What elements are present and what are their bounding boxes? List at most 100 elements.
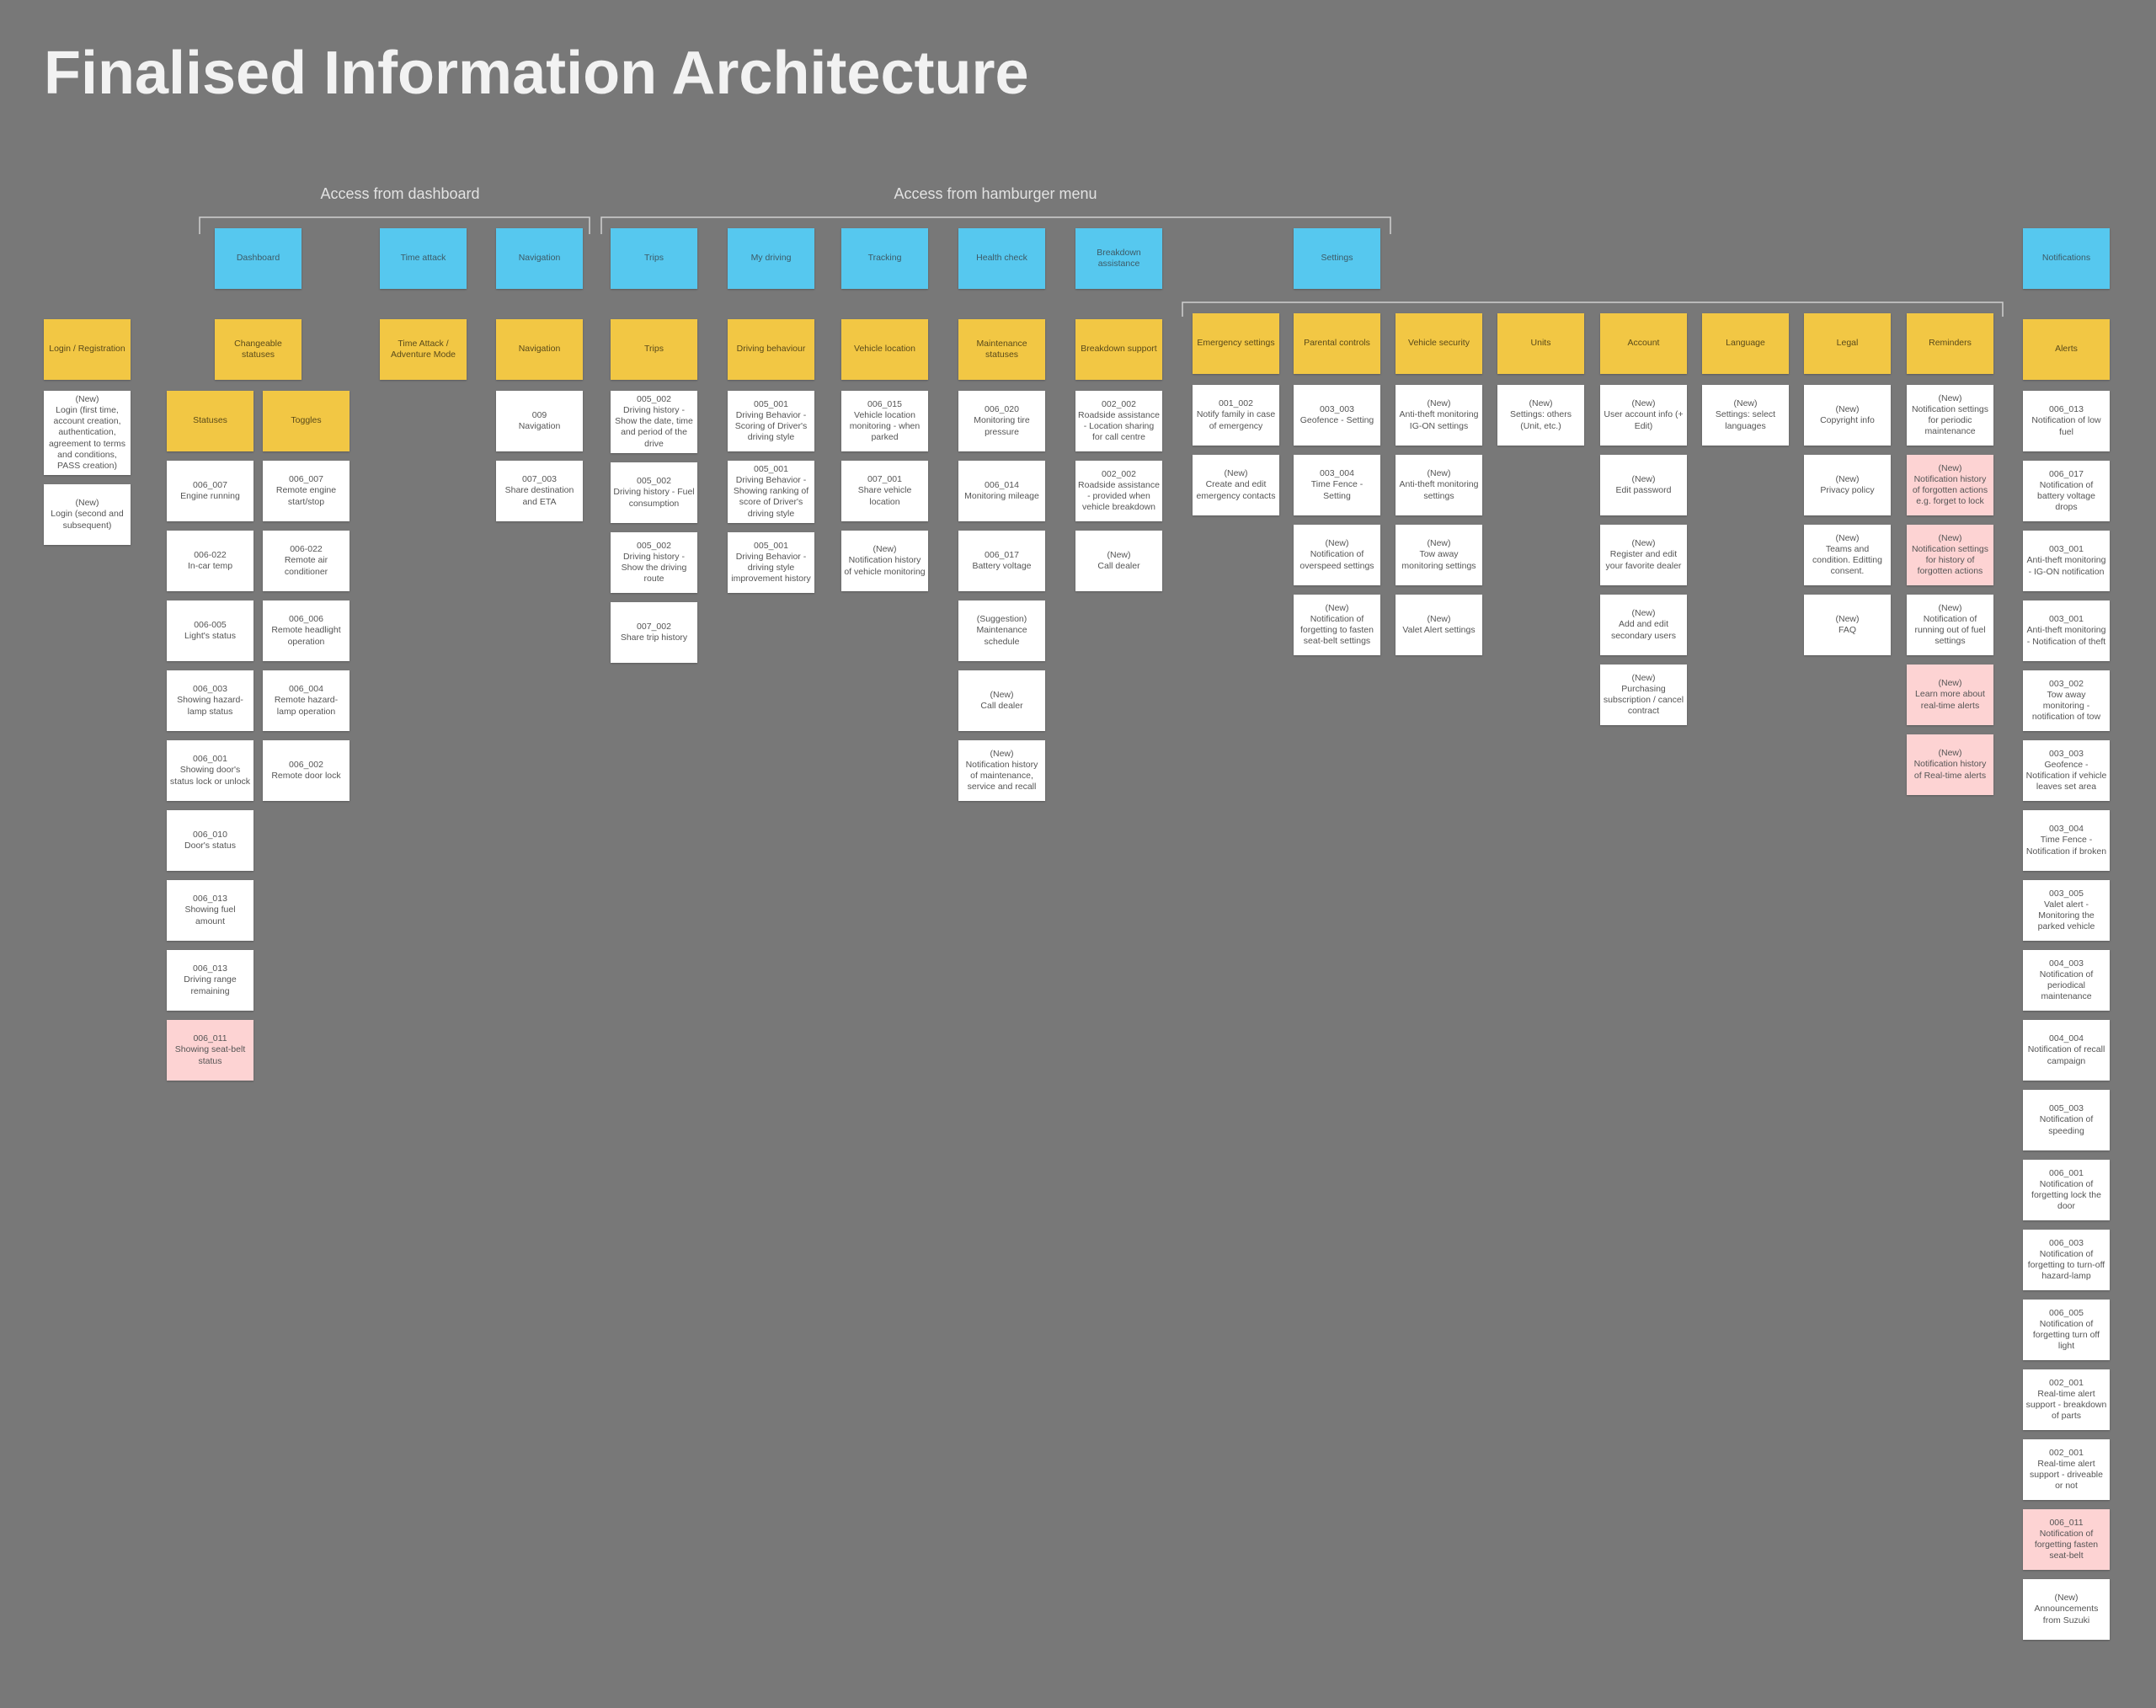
card: (New) Notification settings for history …: [1907, 525, 1993, 585]
section: Account: [1600, 313, 1687, 374]
page-header: Health check: [958, 228, 1045, 289]
card: (New) Anti-theft monitoring IG-ON settin…: [1396, 385, 1482, 446]
card: 005_002 Driving history - Show the date,…: [611, 391, 697, 453]
card: (New) Login (first time, account creatio…: [44, 391, 131, 475]
card: 006_002 Remote door lock: [263, 740, 350, 801]
section: Breakdown support: [1075, 319, 1162, 380]
card: 006_013 Notification of low fuel: [2023, 391, 2110, 451]
page-header: My driving: [728, 228, 814, 289]
page-header: Notifications: [2023, 228, 2110, 289]
card: 003_002 Tow away monitoring - notificati…: [2023, 670, 2110, 731]
card: 006_011 Notification of forgetting faste…: [2023, 1509, 2110, 1570]
subsection: Statuses: [167, 391, 253, 451]
page-header: Breakdown assistance: [1075, 228, 1162, 289]
card: 006-022 In-car temp: [167, 531, 253, 591]
section: Vehicle location: [841, 319, 928, 380]
card: (New) FAQ: [1804, 595, 1891, 655]
card: 002_001 Real-time alert support - breakd…: [2023, 1369, 2110, 1430]
section: Parental controls: [1294, 313, 1380, 374]
card: 003_001 Anti-theft monitoring - Notifica…: [2023, 600, 2110, 661]
card: (New) Notification history of Real-time …: [1907, 734, 1993, 795]
card: (New) Call dealer: [1075, 531, 1162, 591]
card: 005_003 Notification of speeding: [2023, 1090, 2110, 1150]
card: 006-005 Light's status: [167, 600, 253, 661]
card: 006_001 Showing door's status lock or un…: [167, 740, 253, 801]
card: 006_003 Showing hazard-lamp status: [167, 670, 253, 731]
section: Legal: [1804, 313, 1891, 374]
card: 006_013 Showing fuel amount: [167, 880, 253, 941]
card: 002_002 Roadside assistance - Location s…: [1075, 391, 1162, 451]
group-label: Access from dashboard: [320, 185, 480, 202]
card: (New) Purchasing subscription / cancel c…: [1600, 665, 1687, 725]
section: Trips: [611, 319, 697, 380]
section: Maintenance statuses: [958, 319, 1045, 380]
subsection: Toggles: [263, 391, 350, 451]
card: (Suggestion) Maintenance schedule: [958, 600, 1045, 661]
card: (New) Edit password: [1600, 455, 1687, 515]
card: 001_002 Notify family in case of emergen…: [1193, 385, 1279, 446]
card: 002_002 Roadside assistance - provided w…: [1075, 461, 1162, 521]
page-header: Settings: [1294, 228, 1380, 289]
card: 006_010 Door's status: [167, 810, 253, 871]
page-header: Trips: [611, 228, 697, 289]
page-title: Finalised Information Architecture: [44, 40, 1029, 107]
card: 006_003 Notification of forgetting to tu…: [2023, 1230, 2110, 1290]
card: 006_007 Remote engine start/stop: [263, 461, 350, 521]
card: 006_007 Engine running: [167, 461, 253, 521]
card: (New) Notification of overspeed settings: [1294, 525, 1380, 585]
card: (New) Create and edit emergency contacts: [1193, 455, 1279, 515]
card: 006_014 Monitoring mileage: [958, 461, 1045, 521]
card: (New) User account info (+ Edit): [1600, 385, 1687, 446]
card: 005_002 Driving history - Show the drivi…: [611, 532, 697, 593]
card: 003_005 Valet alert - Monitoring the par…: [2023, 880, 2110, 941]
card: 005_001 Driving Behavior - Showing ranki…: [728, 461, 814, 523]
section: Driving behaviour: [728, 319, 814, 380]
card: (New) Notification of forgetting to fast…: [1294, 595, 1380, 655]
section: Alerts: [2023, 319, 2110, 380]
page-header: Tracking: [841, 228, 928, 289]
bracket: [1182, 302, 2004, 317]
card: 003_004 Time Fence - Notification if bro…: [2023, 810, 2110, 871]
card: 006_017 Battery voltage: [958, 531, 1045, 591]
card: (New) Settings: select languages: [1702, 385, 1789, 446]
card: 007_002 Share trip history: [611, 602, 697, 663]
card: 006_017 Notification of battery voltage …: [2023, 461, 2110, 521]
section: Emergency settings: [1193, 313, 1279, 374]
card: (New) Privacy policy: [1804, 455, 1891, 515]
card: (New) Notification history of forgotten …: [1907, 455, 1993, 515]
card: (New) Learn more about real-time alerts: [1907, 665, 1993, 725]
section: Vehicle security: [1396, 313, 1482, 374]
card: 006_006 Remote headlight operation: [263, 600, 350, 661]
page-header: Time attack: [380, 228, 467, 289]
card: 005_002 Driving history - Fuel consumpti…: [611, 462, 697, 523]
card: (New) Announcements from Suzuki: [2023, 1579, 2110, 1640]
card: (New) Add and edit secondary users: [1600, 595, 1687, 655]
section: Navigation: [496, 319, 583, 380]
card: 006_015 Vehicle location monitoring - wh…: [841, 391, 928, 451]
section: Reminders: [1907, 313, 1993, 374]
group-label: Access from hamburger menu: [894, 185, 1097, 202]
card: 006_001 Notification of forgetting lock …: [2023, 1160, 2110, 1220]
card: 003_003 Geofence - Notification if vehic…: [2023, 740, 2110, 801]
card: (New) Notification history of maintenanc…: [958, 740, 1045, 801]
card: (New) Copyright info: [1804, 385, 1891, 446]
card: (New) Register and edit your favorite de…: [1600, 525, 1687, 585]
bracket: [199, 216, 590, 234]
card: 003_001 Anti-theft monitoring - IG-ON no…: [2023, 531, 2110, 591]
page-header: Dashboard: [215, 228, 302, 289]
page-header: Navigation: [496, 228, 583, 289]
card: (New) Anti-theft monitoring settings: [1396, 455, 1482, 515]
card: 007_001 Share vehicle location: [841, 461, 928, 521]
card: 002_001 Real-time alert support - drivea…: [2023, 1439, 2110, 1500]
card: (New) Notification settings for periodic…: [1907, 385, 1993, 446]
card: 003_003 Geofence - Setting: [1294, 385, 1380, 446]
card: (New) Login (second and subsequent): [44, 484, 131, 545]
card: 006_005 Notification of forgetting turn …: [2023, 1300, 2110, 1360]
bracket: [600, 216, 1391, 234]
card: 006_020 Monitoring tire pressure: [958, 391, 1045, 451]
card: 006-022 Remote air conditioner: [263, 531, 350, 591]
card: (New) Notification of running out of fue…: [1907, 595, 1993, 655]
